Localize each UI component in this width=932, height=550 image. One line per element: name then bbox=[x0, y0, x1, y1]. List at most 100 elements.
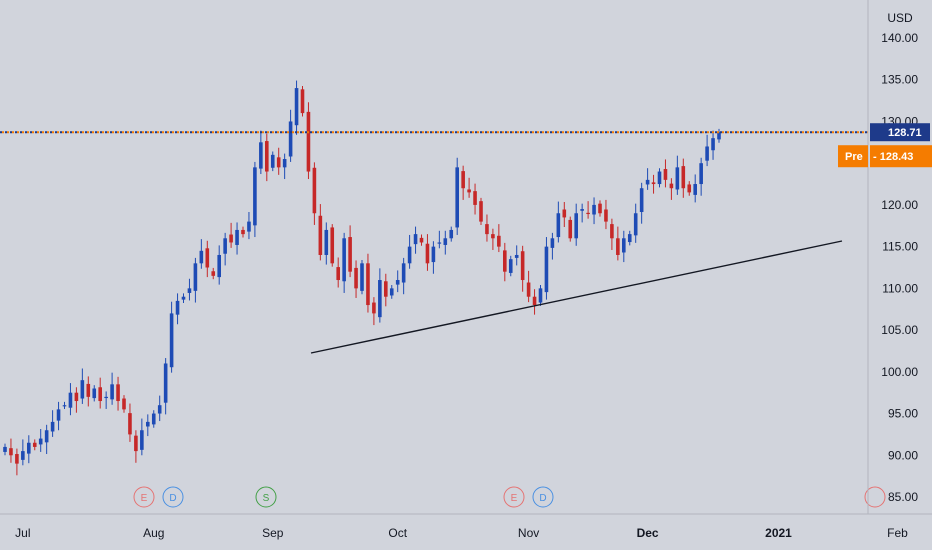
candle-body bbox=[110, 384, 114, 400]
candle-body bbox=[633, 213, 638, 236]
candle bbox=[265, 133, 269, 182]
price-tick-label: 110.00 bbox=[882, 281, 918, 295]
candle bbox=[300, 85, 305, 117]
candle-body bbox=[538, 288, 543, 303]
candle bbox=[419, 234, 424, 246]
candle bbox=[461, 165, 465, 200]
candle bbox=[354, 260, 358, 298]
candle-body bbox=[229, 234, 233, 243]
candle-body bbox=[116, 384, 120, 402]
candle bbox=[151, 410, 156, 428]
candle-body bbox=[211, 271, 216, 276]
candle-body bbox=[413, 234, 418, 245]
split-event-marker[interactable]: S bbox=[255, 486, 277, 508]
candle bbox=[175, 293, 180, 325]
candle-body bbox=[276, 157, 281, 168]
candle-body bbox=[693, 184, 697, 195]
dividend-event-marker[interactable]: D bbox=[532, 486, 554, 508]
earnings-event-marker[interactable]: E bbox=[133, 486, 155, 508]
candle-body bbox=[622, 238, 626, 253]
price-tick-label: 120.00 bbox=[881, 198, 918, 212]
candle bbox=[62, 401, 67, 409]
candle bbox=[157, 395, 162, 422]
candle bbox=[110, 372, 114, 405]
candle bbox=[140, 418, 144, 456]
candle bbox=[44, 424, 49, 455]
candle-body bbox=[324, 229, 329, 255]
candle bbox=[122, 395, 126, 413]
candle bbox=[205, 240, 210, 278]
candle-body bbox=[639, 188, 644, 213]
candle bbox=[74, 387, 79, 413]
candle-body bbox=[508, 259, 513, 273]
price-tick-label: 90.00 bbox=[888, 448, 918, 462]
candle bbox=[199, 239, 204, 269]
candle-body bbox=[497, 235, 501, 247]
candle-body bbox=[128, 413, 132, 435]
earnings-event-marker-partial[interactable] bbox=[864, 486, 886, 508]
candle-body bbox=[253, 167, 257, 226]
candle-body bbox=[86, 383, 91, 397]
price-axis[interactable]: 140.00135.00130.00125.00120.00115.00110.… bbox=[881, 31, 918, 504]
candle bbox=[223, 232, 227, 266]
candle bbox=[699, 157, 703, 196]
candle-body bbox=[241, 229, 245, 235]
candle bbox=[449, 226, 454, 242]
candle-body bbox=[38, 438, 43, 445]
dividend-event-marker[interactable]: D bbox=[162, 486, 184, 508]
candle bbox=[378, 268, 382, 323]
time-tick-label: Sep bbox=[262, 526, 284, 540]
candle-body bbox=[223, 238, 227, 254]
candle-body bbox=[217, 254, 221, 278]
time-tick-label: Oct bbox=[388, 526, 407, 540]
candle bbox=[217, 245, 221, 285]
candle-body bbox=[247, 221, 251, 232]
candle-body bbox=[717, 132, 721, 140]
candle bbox=[27, 435, 31, 464]
candle-body bbox=[627, 234, 632, 243]
candle-body bbox=[443, 238, 448, 245]
candle bbox=[622, 230, 626, 263]
candle-body bbox=[574, 213, 578, 239]
candle bbox=[241, 226, 245, 238]
candle-body bbox=[163, 363, 168, 403]
candle bbox=[276, 147, 281, 175]
price-tick-label: 100.00 bbox=[881, 365, 918, 379]
candle bbox=[80, 368, 85, 404]
candle bbox=[318, 204, 323, 261]
candle-body bbox=[395, 280, 400, 285]
candle-body bbox=[199, 250, 204, 264]
candle bbox=[675, 155, 680, 195]
candle bbox=[473, 183, 477, 215]
trend-line bbox=[310, 240, 843, 354]
time-axis[interactable]: Jul Aug Sep Oct Nov Dec 2021 Feb bbox=[15, 526, 908, 540]
candle-body bbox=[193, 263, 198, 291]
candle bbox=[104, 391, 108, 409]
candle-body bbox=[265, 141, 269, 172]
candle bbox=[651, 174, 656, 194]
candle-body bbox=[473, 191, 477, 205]
candle bbox=[711, 130, 715, 160]
candle bbox=[657, 168, 662, 188]
candle bbox=[568, 216, 573, 242]
candle bbox=[645, 168, 650, 190]
price-tick-label: 115.00 bbox=[882, 240, 918, 254]
candle-body bbox=[562, 209, 567, 218]
candle bbox=[663, 159, 668, 188]
price-tick-label: 140.00 bbox=[881, 31, 918, 45]
candle-body bbox=[360, 263, 364, 291]
candle bbox=[128, 403, 132, 442]
candle-body bbox=[479, 201, 483, 222]
candle-body bbox=[348, 237, 352, 272]
candle-body bbox=[449, 229, 454, 239]
candle bbox=[598, 200, 602, 217]
candle bbox=[431, 241, 436, 274]
candle bbox=[116, 376, 120, 411]
candle-body bbox=[616, 238, 620, 255]
candle-body bbox=[157, 405, 162, 414]
candle bbox=[508, 255, 513, 277]
earnings-event-marker[interactable]: E bbox=[503, 486, 525, 508]
candle-body bbox=[550, 238, 555, 248]
